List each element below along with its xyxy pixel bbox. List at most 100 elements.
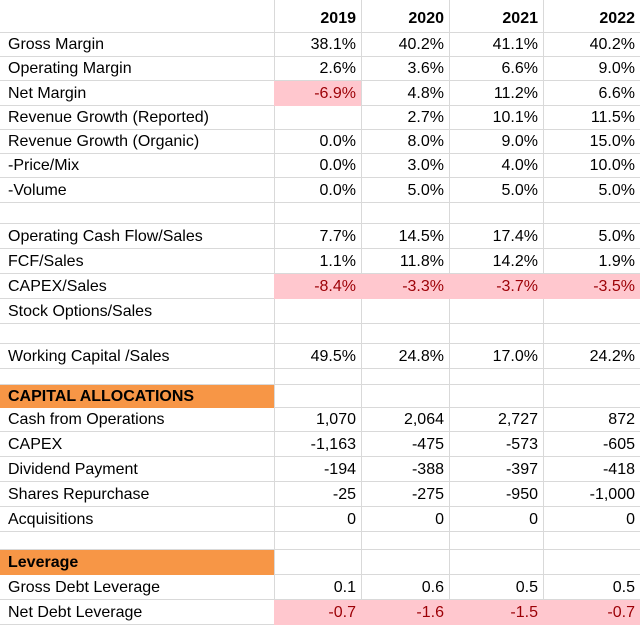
row-label[interactable]: Net Margin xyxy=(8,84,87,102)
value-cell[interactable]: 0 xyxy=(435,510,444,528)
value-cell[interactable]: 49.5% xyxy=(310,347,356,365)
year-header[interactable]: 2021 xyxy=(502,10,538,27)
row-label[interactable]: Revenue Growth (Organic) xyxy=(8,133,200,150)
row-label[interactable]: Net Debt Leverage xyxy=(8,603,143,621)
value-cell[interactable]: 3.0% xyxy=(407,157,444,174)
value-cell[interactable]: -0.7 xyxy=(274,600,361,625)
value-cell[interactable]: 6.6% xyxy=(501,60,538,77)
value-cell[interactable]: -0.7 xyxy=(543,600,640,625)
row-label[interactable]: Working Capital /Sales xyxy=(8,347,170,365)
value-cell[interactable]: 872 xyxy=(608,411,635,428)
value-cell[interactable]: -1.5 xyxy=(449,600,543,625)
value-cell[interactable]: 0 xyxy=(529,510,538,528)
value-cell[interactable]: -475 xyxy=(411,435,444,453)
value-cell[interactable]: 40.2% xyxy=(398,36,444,53)
value-cell[interactable]: -573 xyxy=(505,435,538,453)
value-cell[interactable]: 40.2% xyxy=(589,36,635,53)
value-cell[interactable]: 4.0% xyxy=(501,157,538,174)
value-cell[interactable]: 0.1 xyxy=(333,578,356,596)
value-cell[interactable]: 5.0% xyxy=(598,181,635,199)
value-cell[interactable]: -1.6 xyxy=(361,600,449,625)
value-cell[interactable]: -275 xyxy=(411,485,444,503)
row-label[interactable]: -Price/Mix xyxy=(8,157,80,174)
value-cell[interactable]: 6.6% xyxy=(598,84,635,102)
value-cell[interactable]: 5.0% xyxy=(407,181,444,199)
value-cell[interactable]: 1,070 xyxy=(315,411,356,428)
value-cell[interactable]: -950 xyxy=(505,485,538,503)
row-label[interactable]: Operating Margin xyxy=(8,60,132,77)
section-label[interactable]: Leverage xyxy=(0,550,274,575)
value-cell[interactable]: 9.0% xyxy=(501,133,538,150)
row-label[interactable]: Gross Debt Leverage xyxy=(8,578,161,596)
value-cell[interactable]: 2.7% xyxy=(407,109,444,126)
value-cell[interactable]: 9.0% xyxy=(598,60,635,77)
value-cell[interactable]: 2.6% xyxy=(319,60,356,77)
row-label[interactable]: Gross Margin xyxy=(8,36,105,53)
value-cell[interactable]: -1,000 xyxy=(589,485,635,503)
value-cell[interactable]: -3.5% xyxy=(543,274,640,299)
value-cell[interactable]: 14.5% xyxy=(398,227,444,245)
value-cell[interactable] xyxy=(274,106,361,130)
value-cell[interactable]: 1.9% xyxy=(598,252,635,270)
value-cell[interactable] xyxy=(543,299,640,324)
value-cell[interactable]: 0.0% xyxy=(319,157,356,174)
value-cell[interactable]: 7.7% xyxy=(319,227,356,245)
row-label[interactable]: CAPEX xyxy=(8,435,63,453)
row-label[interactable]: Operating Cash Flow/Sales xyxy=(8,227,203,245)
value-cell[interactable]: 0.6 xyxy=(421,578,444,596)
value-cell[interactable] xyxy=(361,299,449,324)
value-cell[interactable]: 11.5% xyxy=(590,109,635,126)
value-cell[interactable]: 0 xyxy=(626,510,635,528)
value-cell[interactable]: 0.0% xyxy=(319,181,356,199)
value-cell[interactable]: 1.1% xyxy=(319,252,356,270)
value-cell[interactable]: 14.2% xyxy=(492,252,538,270)
value-cell[interactable]: 4.8% xyxy=(407,84,444,102)
section-label[interactable]: CAPITAL ALLOCATIONS xyxy=(0,385,274,408)
value-cell[interactable]: 0.5 xyxy=(515,578,538,596)
value-cell[interactable]: -6.9% xyxy=(274,81,361,106)
value-cell[interactable]: 10.0% xyxy=(589,157,635,174)
value-cell[interactable]: 0.0% xyxy=(319,133,356,150)
row-label[interactable]: CAPEX/Sales xyxy=(8,277,107,295)
value-cell[interactable]: -397 xyxy=(505,460,538,478)
value-cell[interactable]: 15.0% xyxy=(589,133,635,150)
value-cell[interactable]: 0.5 xyxy=(612,578,635,596)
value-cell[interactable]: -388 xyxy=(411,460,444,478)
value-cell[interactable]: -1,163 xyxy=(310,435,356,453)
value-cell[interactable]: 24.2% xyxy=(589,347,635,365)
value-cell[interactable]: 2,064 xyxy=(403,411,444,428)
value-cell[interactable] xyxy=(449,299,543,324)
value-cell[interactable]: 38.1% xyxy=(310,36,356,53)
value-cell[interactable]: -3.7% xyxy=(449,274,543,299)
value-cell[interactable]: 5.0% xyxy=(598,227,635,245)
value-cell[interactable]: 17.4% xyxy=(492,227,538,245)
row-label[interactable]: Revenue Growth (Reported) xyxy=(8,109,209,126)
value-cell[interactable] xyxy=(274,299,361,324)
value-cell[interactable]: 2,727 xyxy=(497,411,538,428)
value-cell[interactable]: 11.2% xyxy=(493,84,538,102)
value-cell[interactable]: -418 xyxy=(602,460,635,478)
year-header[interactable]: 2019 xyxy=(320,10,356,27)
value-cell[interactable]: -3.3% xyxy=(361,274,449,299)
row-label[interactable]: -Volume xyxy=(8,181,67,199)
value-cell[interactable]: 8.0% xyxy=(407,133,444,150)
row-label[interactable]: Cash from Operations xyxy=(8,411,165,428)
value-cell[interactable]: -194 xyxy=(323,460,356,478)
row-label[interactable]: Stock Options/Sales xyxy=(8,302,153,320)
year-header[interactable]: 2022 xyxy=(599,10,635,27)
row-label[interactable]: Acquisitions xyxy=(8,510,94,528)
value-cell[interactable]: 0 xyxy=(347,510,356,528)
row-label[interactable]: Dividend Payment xyxy=(8,460,138,478)
value-cell[interactable]: -8.4% xyxy=(274,274,361,299)
row-label[interactable]: FCF/Sales xyxy=(8,252,84,270)
value-cell[interactable]: 17.0% xyxy=(492,347,538,365)
value-cell[interactable]: 11.8% xyxy=(399,252,444,270)
value-cell[interactable]: -25 xyxy=(332,485,356,503)
year-header[interactable]: 2020 xyxy=(408,10,444,27)
row-label[interactable]: Shares Repurchase xyxy=(8,485,150,503)
value-cell[interactable]: 3.6% xyxy=(407,60,444,77)
value-cell[interactable]: 41.1% xyxy=(492,36,538,53)
value-cell[interactable]: 24.8% xyxy=(398,347,444,365)
value-cell[interactable]: 5.0% xyxy=(501,181,538,199)
value-cell[interactable]: 10.1% xyxy=(492,109,538,126)
